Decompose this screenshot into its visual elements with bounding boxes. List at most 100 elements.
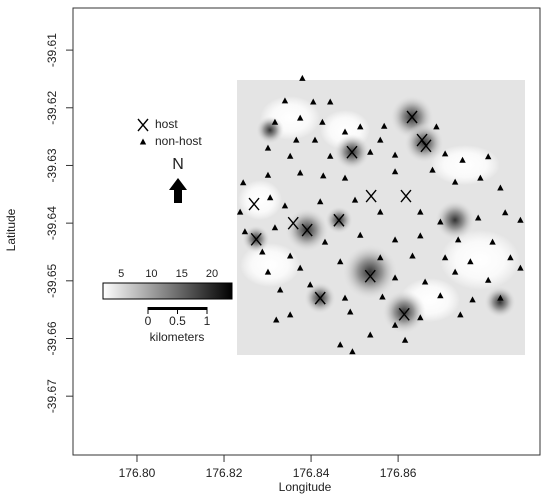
non-host-marker [299, 74, 306, 81]
non-host-marker [349, 348, 356, 355]
non-host-marker [296, 264, 304, 271]
non-host-marker [391, 168, 399, 175]
non-host-marker [391, 321, 399, 328]
legend-label: non-host [155, 134, 202, 148]
scalebar-label: kilometers [150, 330, 205, 344]
scalebar-tick-label: 0 [145, 314, 152, 328]
y-tick-label: -39.66 [45, 321, 59, 355]
non-host-marker [409, 252, 416, 259]
non-host-marker [437, 292, 444, 299]
legend-label: host [155, 117, 178, 131]
non-host-marker [351, 196, 359, 203]
host-marker [398, 307, 410, 321]
non-host-marker [320, 172, 327, 179]
non-host-marker [497, 294, 504, 301]
non-host-marker [417, 314, 424, 321]
host-marker [364, 269, 376, 283]
non-host-marker [377, 254, 384, 261]
non-host-marker [485, 153, 492, 160]
non-host-marker [477, 174, 484, 181]
x-tick-label: 176.82 [206, 466, 243, 480]
non-host-marker [357, 231, 364, 238]
non-host-marker [421, 278, 429, 285]
non-host-marker [327, 152, 334, 159]
non-host-marker [367, 331, 374, 338]
non-host-marker [259, 248, 266, 255]
non-host-marker [264, 171, 272, 178]
non-host-marker [391, 236, 399, 243]
non-host-marker [391, 274, 399, 281]
colorbar [102, 282, 233, 300]
non-host-marker [429, 166, 436, 173]
north-arrow [169, 178, 187, 203]
non-host-marker [264, 268, 272, 275]
non-host-marker [239, 179, 247, 186]
host-marker [365, 189, 377, 203]
host-marker [400, 189, 412, 203]
x-axis-label: Longitude [279, 480, 332, 494]
non-host-marker [437, 218, 444, 225]
non-host-marker [241, 228, 249, 235]
non-host-marker [327, 98, 334, 105]
host-marker [420, 139, 432, 153]
non-host-marker [296, 114, 304, 121]
x-tick-label: 176.86 [380, 466, 417, 480]
non-host-marker [467, 258, 474, 265]
non-host-marker [377, 208, 384, 215]
non-host-marker [507, 254, 514, 261]
non-host-marker [296, 169, 304, 176]
non-host-marker [286, 152, 294, 159]
non-host-marker [281, 97, 289, 104]
non-host-marker [341, 294, 349, 301]
y-tick-label: -39.63 [45, 148, 59, 182]
non-host-marker [271, 118, 279, 125]
non-host-marker [293, 136, 300, 143]
non-host-marker [357, 123, 364, 130]
non-host-marker [273, 316, 280, 323]
x-tick-label: 176.80 [119, 466, 156, 480]
host-marker [287, 216, 299, 230]
colorbar-tick-label: 15 [176, 268, 188, 280]
non-host-marker [459, 156, 466, 163]
non-host-marker [401, 336, 409, 343]
scalebar-tick-label: 0.5 [169, 314, 186, 328]
non-host-marker [317, 198, 324, 205]
host-marker [301, 223, 313, 237]
non-host-marker [347, 308, 354, 315]
legend-marker [137, 118, 149, 132]
non-host-marker [433, 123, 440, 130]
north-label: N [172, 156, 184, 173]
non-host-marker [271, 224, 279, 231]
non-host-marker [367, 148, 374, 155]
x-tick-label: 176.84 [293, 466, 330, 480]
non-host-marker [457, 311, 464, 318]
y-tick-label: -39.67 [45, 379, 59, 413]
non-host-marker [236, 208, 244, 215]
non-host-marker [286, 311, 294, 318]
non-host-marker [517, 216, 524, 223]
non-host-marker [379, 293, 386, 300]
colorbar-tick-label: 5 [118, 268, 124, 280]
non-host-marker [264, 144, 272, 151]
non-host-marker [306, 281, 314, 288]
y-tick-label: -39.64 [45, 206, 59, 240]
host-marker [406, 110, 418, 124]
non-host-marker [321, 238, 329, 245]
non-host-marker [441, 150, 449, 157]
non-host-marker [417, 208, 424, 215]
non-host-marker [286, 252, 294, 259]
non-host-marker [474, 214, 482, 221]
non-host-marker [337, 258, 344, 265]
non-host-marker [377, 136, 384, 143]
non-host-marker [391, 151, 399, 158]
non-host-marker [451, 268, 459, 275]
non-host-marker [417, 232, 424, 239]
non-host-marker [281, 202, 289, 209]
non-host-marker [517, 264, 524, 271]
host-marker [248, 197, 260, 211]
non-host-marker [341, 174, 349, 181]
colorbar-tick-label: 20 [206, 268, 218, 280]
non-host-marker [501, 209, 509, 216]
non-host-marker [441, 254, 449, 261]
